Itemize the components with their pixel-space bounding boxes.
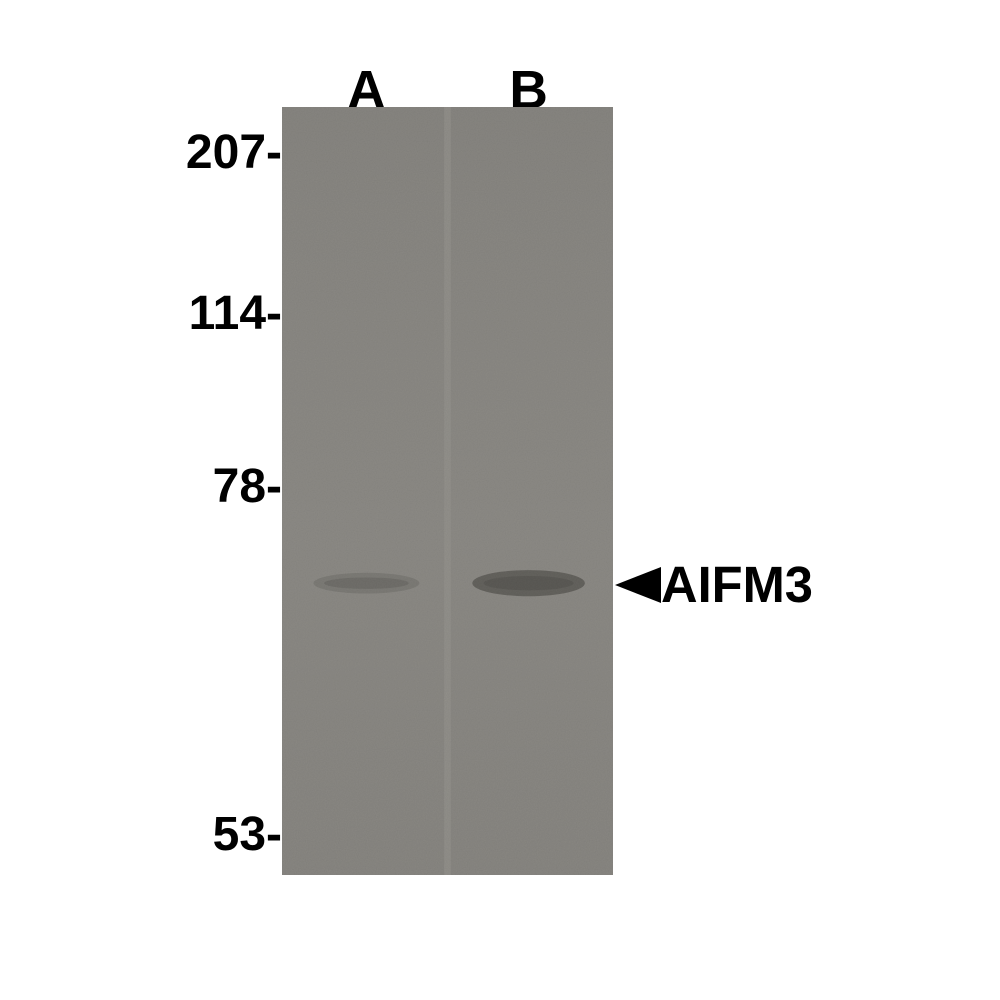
marker-78: 78- bbox=[213, 463, 282, 511]
arrow-left-icon bbox=[615, 567, 661, 603]
band-annotation-text: AIFM3 bbox=[661, 560, 813, 611]
marker-207: 207- bbox=[186, 129, 282, 177]
blot-image bbox=[282, 107, 613, 875]
marker-114: 114- bbox=[189, 290, 282, 338]
western-blot-figure: A B 207- 114- 78- 53- AIFM3 bbox=[0, 0, 1000, 1000]
marker-53: 53- bbox=[213, 811, 282, 859]
band-annotation-aifm3: AIFM3 bbox=[615, 560, 813, 611]
